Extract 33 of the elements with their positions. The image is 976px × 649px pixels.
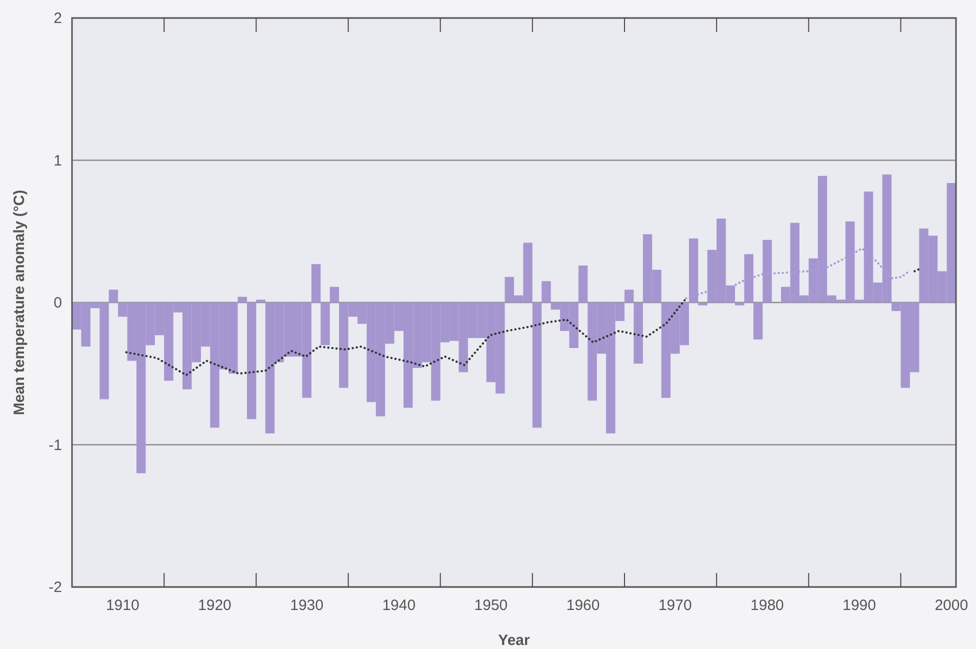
bar bbox=[753, 302, 763, 340]
bar bbox=[634, 302, 643, 364]
y-tick-label: 2 bbox=[54, 10, 62, 27]
bar bbox=[330, 286, 340, 302]
bar bbox=[532, 302, 542, 428]
bar bbox=[108, 290, 118, 302]
y-axis-title: Mean temperature anomaly (°C) bbox=[11, 190, 28, 416]
x-tick-label: 1910 bbox=[106, 597, 140, 614]
bar bbox=[698, 302, 708, 306]
x-tick-label: 1960 bbox=[566, 597, 600, 614]
x-tick-label: 1970 bbox=[658, 597, 692, 614]
x-tick-label: 1930 bbox=[290, 597, 324, 614]
bar bbox=[320, 302, 330, 346]
bar bbox=[735, 302, 744, 306]
x-tick-label: 1950 bbox=[474, 597, 508, 614]
bar bbox=[578, 266, 588, 302]
y-tick-label: 1 bbox=[54, 152, 62, 170]
bar bbox=[238, 296, 247, 302]
x-tick-label: 1920 bbox=[198, 597, 232, 614]
x-tick-label: 1990 bbox=[842, 597, 876, 614]
bar bbox=[624, 290, 634, 302]
x-tick-label: 1980 bbox=[750, 597, 784, 614]
bar bbox=[542, 281, 551, 302]
x-tick-label: 1940 bbox=[382, 597, 416, 614]
x-axis-title: Year bbox=[498, 632, 530, 649]
bar bbox=[256, 300, 266, 302]
y-tick-label: -2 bbox=[48, 579, 62, 596]
x-tick-label: 2000 bbox=[934, 597, 968, 614]
bar bbox=[246, 302, 256, 420]
line-series bbox=[125, 297, 688, 376]
bar bbox=[311, 264, 321, 302]
y-tick-label: 0 bbox=[54, 294, 62, 312]
y-tick-label: -1 bbox=[48, 436, 62, 454]
